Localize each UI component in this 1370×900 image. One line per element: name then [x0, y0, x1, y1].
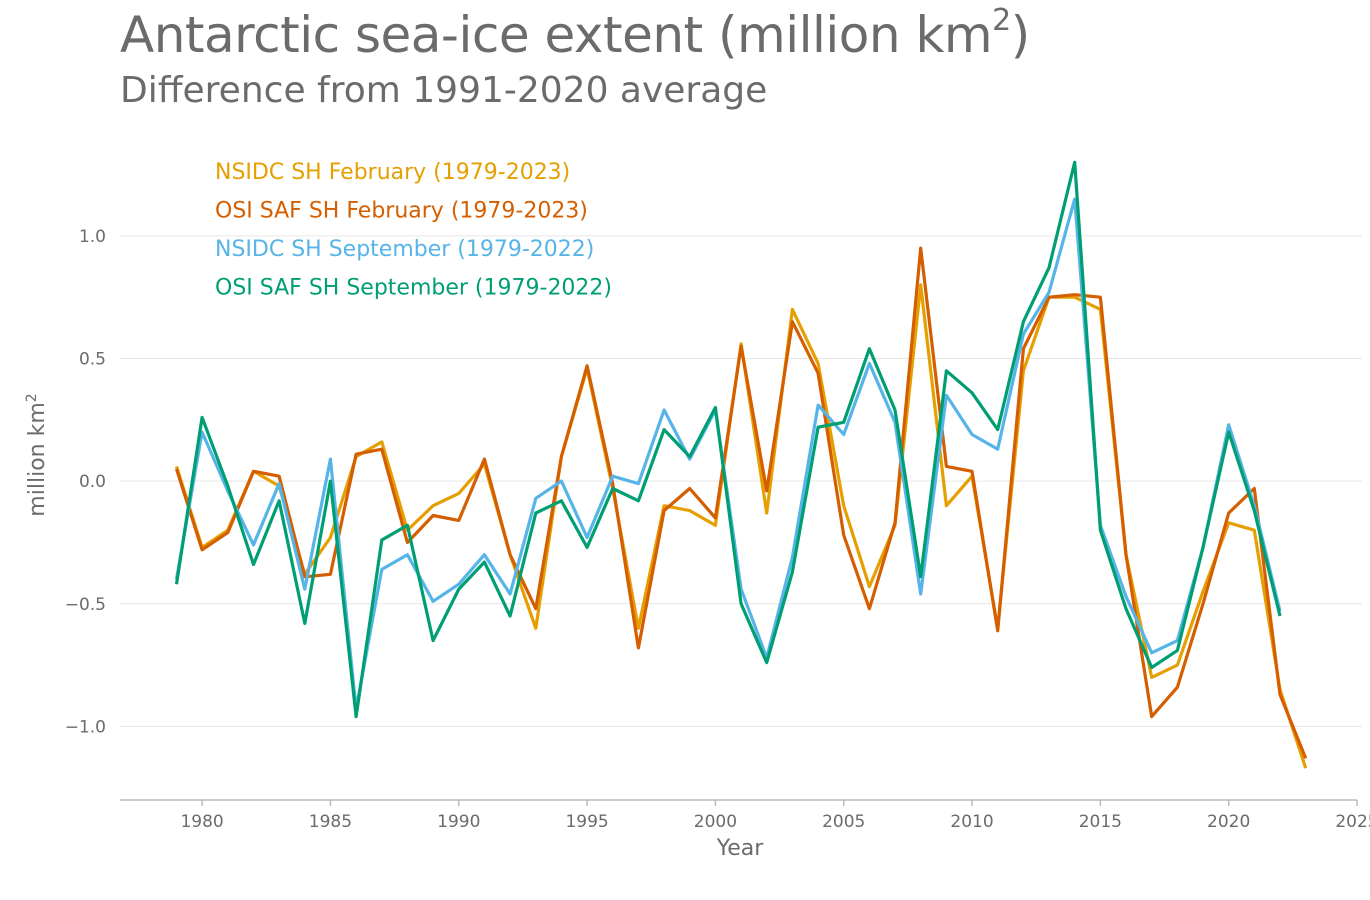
y-axis-title: million km2	[24, 393, 50, 516]
x-tick-label: 2000	[694, 812, 737, 832]
y-tick-label: 1.0	[79, 227, 106, 247]
x-tick-label: 2005	[822, 812, 865, 832]
x-tick-label: 1995	[565, 812, 608, 832]
legend-entry-2: OSI SAF SH February (1979-2023)	[215, 199, 588, 224]
chart-subtitle: Difference from 1991-2020 average	[120, 70, 768, 111]
series-line-2	[174, 246, 1308, 759]
x-tick-label: 2025	[1335, 812, 1370, 832]
x-axis-title: Year	[716, 836, 765, 861]
x-tick-label: 2015	[1079, 812, 1122, 832]
legend-entry-1: NSIDC SH February (1979-2023)	[215, 160, 570, 185]
x-tick-label: 1980	[180, 812, 223, 832]
y-axis-title-text: million km	[25, 402, 50, 516]
chart-title-text: Antarctic sea-ice extent (million km	[120, 6, 993, 64]
series-line-1	[174, 283, 1308, 769]
y-axis-title-superscript: 2	[24, 393, 40, 402]
y-axis: 1.0 0.5 0.0 −0.5 −1.0	[65, 227, 106, 738]
chart-title-close: )	[1010, 6, 1031, 64]
x-axis: 1980 1985 1990 1995 2000 2005 2010 2015 2020 2025	[120, 799, 1370, 832]
x-tick-label: 1985	[309, 812, 352, 832]
series-lines	[174, 160, 1308, 769]
x-tick-label: 1990	[437, 812, 480, 832]
legend-entry-3: NSIDC SH September (1979-2022)	[215, 237, 594, 262]
legend: NSIDC SH February (1979-2023) OSI SAF SH …	[215, 160, 612, 301]
legend-entry-4: OSI SAF SH September (1979-2022)	[215, 276, 612, 301]
y-tick-label: 0.0	[79, 472, 106, 492]
x-tick-label: 2020	[1207, 812, 1250, 832]
y-tick-label: 0.5	[79, 349, 106, 369]
chart-title-superscript: 2	[992, 3, 1011, 39]
y-tick-label: −1.0	[65, 717, 106, 737]
x-tick-label: 2010	[950, 812, 993, 832]
y-tick-label: −0.5	[65, 595, 106, 615]
chart-title: Antarctic sea-ice extent (million km2)	[120, 3, 1031, 64]
series-line-4	[174, 160, 1282, 719]
